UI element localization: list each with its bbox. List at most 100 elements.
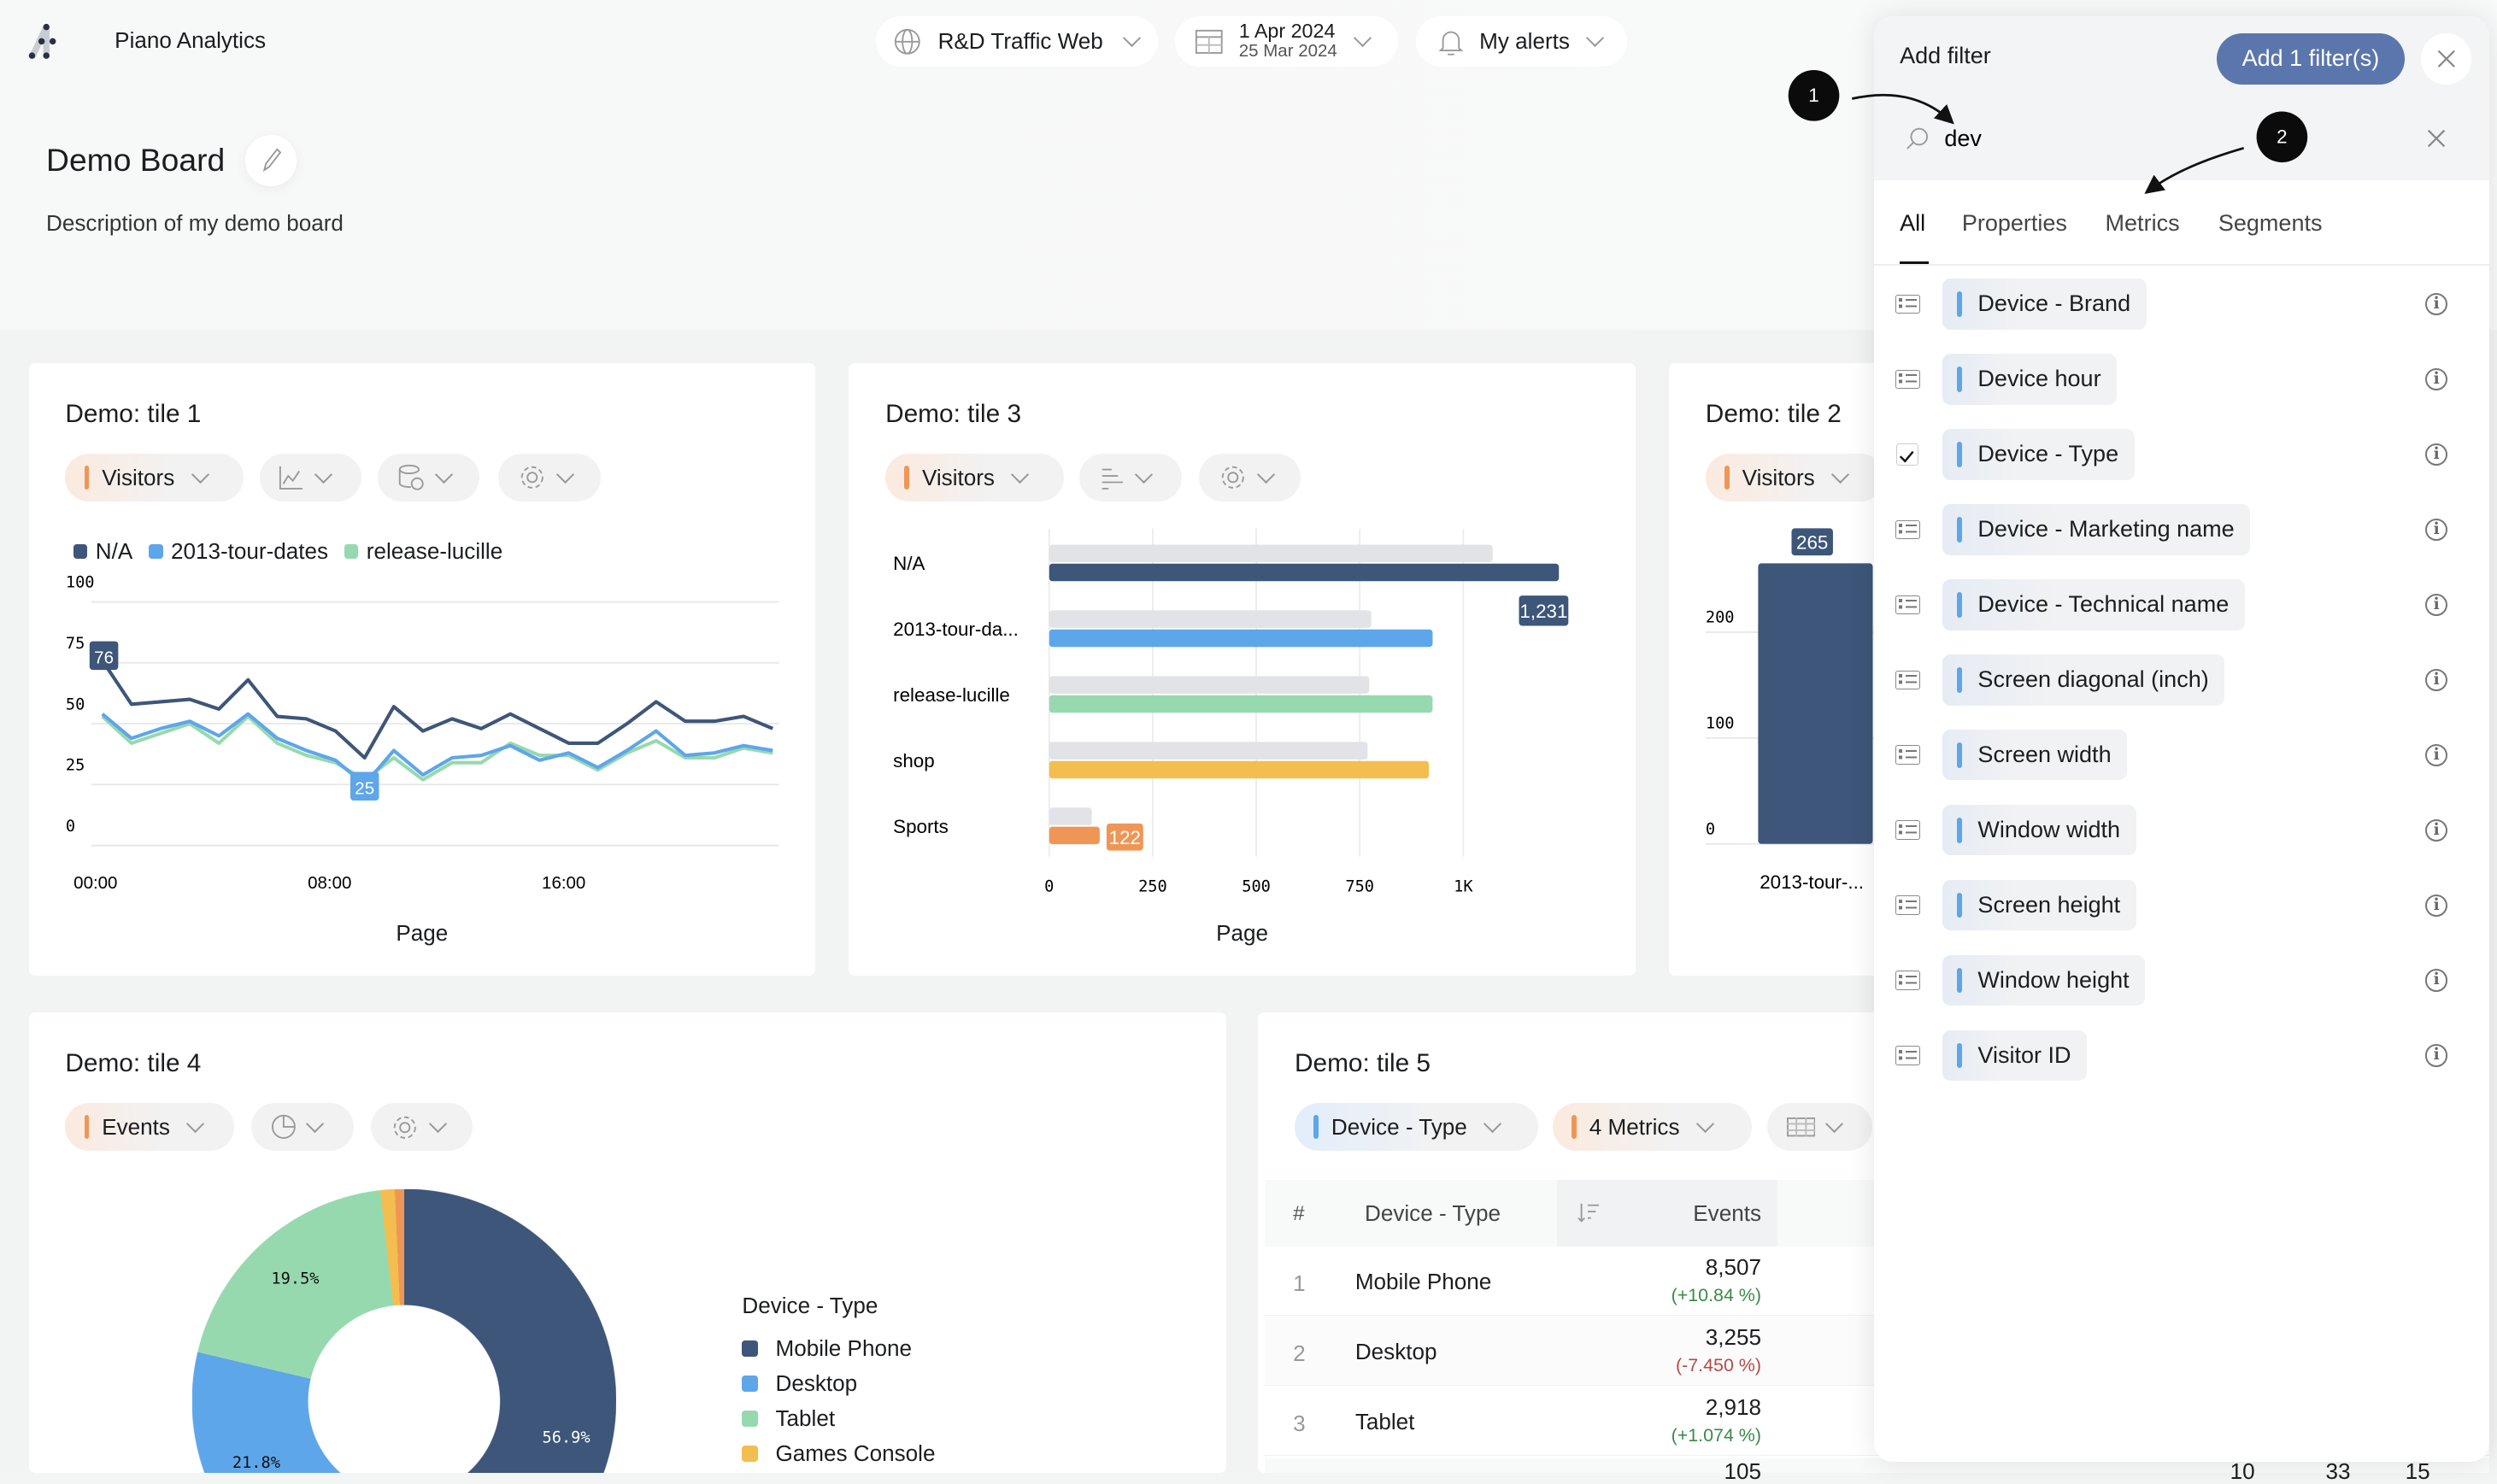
info-icon[interactable]: i: [2425, 292, 2448, 315]
tab-metrics[interactable]: Metrics: [2105, 209, 2180, 236]
legend-item[interactable]: Tablet: [742, 1401, 935, 1436]
property-chip[interactable]: Device - Technical name: [1942, 578, 2245, 631]
property-chip[interactable]: Visitor ID: [1942, 1029, 2088, 1082]
legend-item[interactable]: N/A: [73, 538, 132, 565]
property-color-indicator: [1957, 892, 1962, 918]
legend-item[interactable]: 2013-tour-dates: [148, 538, 328, 565]
comparison-date: 25 Mar 2024: [1238, 41, 1337, 62]
filter-item[interactable]: Device - Brand i: [1874, 279, 2488, 330]
info-icon[interactable]: i: [2425, 443, 2448, 466]
x-tick-label: 750: [1346, 878, 1375, 896]
table-icon: [1786, 1117, 1816, 1137]
filter-item[interactable]: Device - Marketing name i: [1874, 503, 2488, 555]
info-icon[interactable]: i: [2425, 668, 2448, 691]
slice-label: 56.9%: [542, 1429, 590, 1447]
metric-selector[interactable]: Visitors: [65, 454, 244, 502]
site-selector[interactable]: R&D Traffic Web: [875, 15, 1158, 67]
property-chip[interactable]: Device - Marketing name: [1942, 503, 2251, 555]
info-icon[interactable]: i: [2425, 518, 2448, 541]
filter-item[interactable]: Screen height i: [1874, 879, 2488, 931]
legend-item[interactable]: Games Console: [742, 1436, 935, 1471]
x-tick-label: 250: [1138, 878, 1167, 896]
chart-type-selector[interactable]: [1079, 454, 1182, 502]
chart-type-selector[interactable]: [251, 1103, 354, 1152]
settings-selector[interactable]: [1199, 454, 1301, 502]
column-header-events[interactable]: Events: [1693, 1200, 1761, 1227]
info-icon[interactable]: i: [2425, 743, 2448, 766]
y-tick-label: 50: [65, 695, 84, 713]
info-icon[interactable]: i: [2425, 818, 2448, 842]
add-filters-button[interactable]: Add 1 filter(s): [2216, 33, 2405, 85]
data-label-box: [1107, 823, 1143, 851]
table-row-partial[interactable]: 105 10 33 15: [1264, 1458, 2489, 1482]
list-property-icon: [1895, 369, 1921, 390]
metric-color-indicator: [1572, 1115, 1577, 1140]
filter-item[interactable]: Device hour i: [1874, 354, 2488, 405]
legend-item[interactable]: Mobile Phone: [742, 1331, 935, 1366]
edit-title-button[interactable]: [244, 135, 297, 187]
dimension-selector[interactable]: Device - Type: [1295, 1103, 1539, 1152]
info-icon[interactable]: i: [2425, 969, 2448, 992]
info-icon[interactable]: i: [2425, 367, 2448, 390]
pie-slice[interactable]: [192, 1189, 617, 1473]
chart-legend: N/A 2013-tour-dates release-lucille: [73, 538, 502, 565]
filter-item[interactable]: Device - Type i: [1874, 429, 2488, 480]
tab-properties[interactable]: Properties: [1961, 209, 2067, 236]
settings-selector[interactable]: [498, 454, 601, 502]
property-color-indicator: [1957, 516, 1962, 543]
app-name: Piano Analytics: [115, 26, 267, 53]
legend-item[interactable]: Desktop: [742, 1366, 935, 1401]
column-header-device-type[interactable]: Device - Type: [1365, 1200, 1501, 1227]
property-chip[interactable]: Device - Brand: [1942, 279, 2147, 330]
visualization-selector[interactable]: [1767, 1103, 1873, 1152]
legend-swatch: [73, 543, 88, 559]
y-tick-label: 0: [65, 818, 74, 836]
list-property-icon: [1895, 820, 1921, 840]
info-icon[interactable]: i: [2425, 1044, 2448, 1067]
property-chip[interactable]: Device - Type: [1942, 429, 2135, 480]
filter-item[interactable]: Window height i: [1874, 954, 2488, 1006]
info-icon[interactable]: i: [2425, 894, 2448, 917]
property-chip[interactable]: Window width: [1942, 804, 2136, 856]
property-chip[interactable]: Screen width: [1942, 729, 2128, 781]
property-chip[interactable]: Device hour: [1942, 354, 2118, 405]
chart-type-selector[interactable]: [259, 454, 361, 502]
checkbox-checked[interactable]: [1896, 443, 1919, 466]
tile-3: Demo: tile 3 Visitors 0 250 500 750 1K N/A 201…: [849, 362, 1636, 977]
tile-title: Demo: tile 3: [885, 399, 1022, 428]
y-tick-label: 200: [1706, 609, 1735, 627]
filter-item[interactable]: Window width i: [1874, 804, 2488, 856]
date-selector[interactable]: 1 Apr 2024 25 Mar 2024: [1175, 15, 1399, 67]
sort-descending-icon[interactable]: [1577, 1202, 1602, 1224]
alerts-button[interactable]: My alerts: [1415, 15, 1628, 67]
property-label: Device - Marketing name: [1977, 516, 2235, 543]
filter-item[interactable]: Device - Technical name i: [1874, 578, 2488, 631]
chart-legend: Mobile Phone Desktop Tablet Games Console: [742, 1331, 935, 1471]
legend-item[interactable]: release-lucille: [344, 538, 502, 565]
property-chip[interactable]: Screen diagonal (inch): [1942, 654, 2225, 706]
page-title: Demo Board: [46, 141, 226, 178]
y-tick-label: 75: [65, 635, 84, 653]
metric-selector[interactable]: Visitors: [1705, 454, 1884, 502]
site-label: R&D Traffic Web: [937, 27, 1103, 54]
close-panel-button[interactable]: [2420, 33, 2472, 85]
list-property-icon: [1895, 670, 1921, 689]
settings-selector[interactable]: [371, 1103, 473, 1152]
metrics-selector[interactable]: 4 Metrics: [1552, 1103, 1752, 1152]
property-chip[interactable]: Screen height: [1942, 879, 2136, 931]
info-icon[interactable]: i: [2425, 593, 2448, 616]
sorted-column-highlight: [1557, 1179, 1777, 1247]
filter-item[interactable]: Visitor ID i: [1874, 1029, 2488, 1082]
tab-segments[interactable]: Segments: [2218, 209, 2323, 236]
tab-all[interactable]: All: [1900, 209, 1926, 236]
property-label: Window width: [1977, 817, 2121, 843]
filter-item[interactable]: Screen width i: [1874, 729, 2488, 781]
metric-selector[interactable]: Events: [65, 1103, 234, 1152]
property-chip[interactable]: Window height: [1942, 954, 2146, 1006]
filter-item[interactable]: Screen diagonal (inch) i: [1874, 654, 2488, 706]
data-source-selector[interactable]: [377, 454, 479, 502]
property-label: Device - Brand: [1977, 290, 2131, 317]
clear-search-icon[interactable]: [2425, 127, 2447, 150]
property-color-indicator: [1957, 441, 1962, 467]
metric-selector[interactable]: Visitors: [885, 454, 1064, 502]
